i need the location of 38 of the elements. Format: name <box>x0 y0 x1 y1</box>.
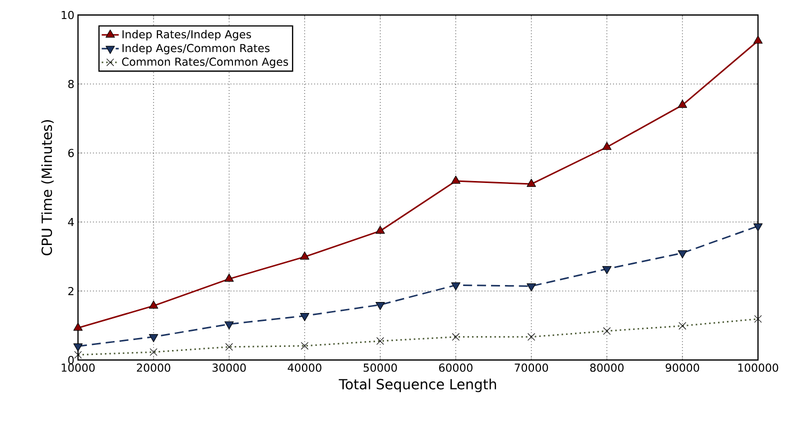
x-tick-label: 30000 <box>212 364 246 372</box>
point <box>526 283 536 292</box>
point <box>451 176 460 184</box>
legend-label: Common Rates/Common Ages <box>122 58 288 68</box>
point <box>148 334 158 342</box>
x-tick-label: 50000 <box>364 364 397 372</box>
y-tick-label: 8 <box>68 80 74 88</box>
point <box>300 252 310 260</box>
point <box>678 100 688 108</box>
x-tick-label: 90000 <box>666 364 700 372</box>
y-tick-label: 6 <box>68 148 74 158</box>
x-tick-label: 10000 <box>62 364 95 372</box>
x-tick-label: 70000 <box>514 364 548 372</box>
y-tick-label: 0 <box>68 356 74 364</box>
y-tick-label: 2 <box>68 286 74 296</box>
x-tick-label: 80000 <box>590 364 624 372</box>
y-tick-label: 4 <box>68 218 74 226</box>
x-tick-label: 100000 <box>738 364 778 372</box>
point <box>526 178 536 187</box>
point <box>73 343 83 352</box>
point <box>376 302 385 310</box>
point <box>376 226 385 234</box>
point <box>753 36 763 44</box>
x-tick-label: 20000 <box>136 364 170 372</box>
legend-label: Indep Ages/Common Rates <box>122 44 270 54</box>
point <box>224 274 234 282</box>
x-tick-label: 60000 <box>439 364 472 372</box>
point <box>148 300 158 309</box>
x-axis-title: Total Sequence Length <box>338 378 496 392</box>
point <box>602 142 612 150</box>
y-axis-title: CPU Time (Minutes) <box>41 120 54 256</box>
point <box>224 321 234 330</box>
point <box>451 282 460 290</box>
y-tick-label: 10 <box>62 10 74 20</box>
x-tick-label: 40000 <box>288 364 322 372</box>
point <box>300 313 310 322</box>
legend-label: Indep Rates/Indep Ages <box>122 30 252 41</box>
point <box>73 322 83 331</box>
